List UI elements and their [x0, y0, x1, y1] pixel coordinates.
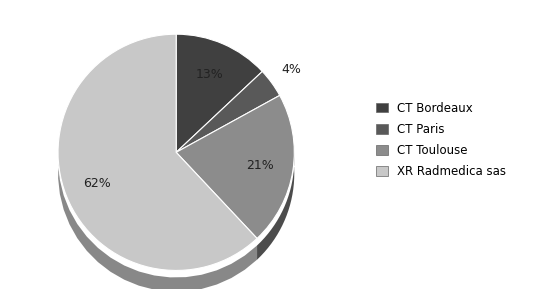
Polygon shape — [58, 41, 257, 292]
Polygon shape — [257, 103, 294, 260]
Text: 4%: 4% — [281, 63, 301, 76]
Wedge shape — [176, 95, 294, 239]
Legend: CT Bordeaux, CT Paris, CT Toulouse, XR Radmedica sas: CT Bordeaux, CT Paris, CT Toulouse, XR R… — [376, 102, 506, 178]
Text: 13%: 13% — [196, 68, 224, 81]
Wedge shape — [58, 34, 257, 270]
Polygon shape — [176, 41, 262, 93]
Wedge shape — [176, 34, 262, 152]
Wedge shape — [176, 72, 280, 152]
Text: 62%: 62% — [83, 177, 111, 190]
Text: 21%: 21% — [246, 159, 274, 172]
Polygon shape — [262, 79, 280, 117]
